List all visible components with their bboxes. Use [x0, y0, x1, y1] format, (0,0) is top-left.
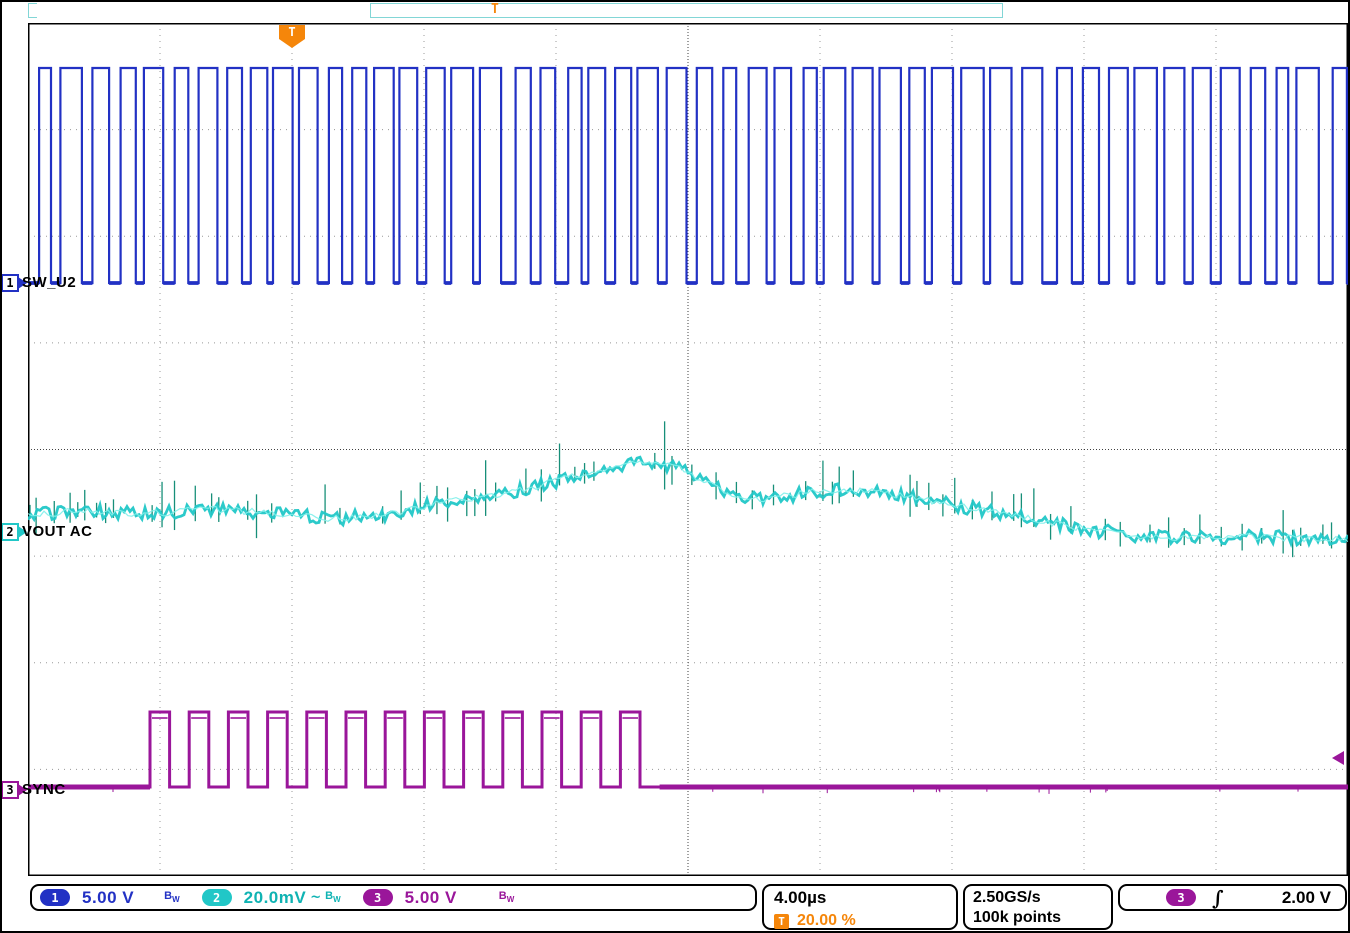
channel-1-label: SW_U2: [22, 274, 76, 291]
channel-2-scale: 20.0mV: [244, 888, 307, 908]
record-view-left-bracket: [28, 3, 37, 18]
channel-2-ac-coupling-icon: ~: [310, 890, 321, 905]
channel-3-marker[interactable]: 3: [1, 781, 19, 799]
trigger-level-arrow[interactable]: [1332, 751, 1344, 765]
channel-2-marker[interactable]: 2: [1, 523, 19, 541]
record-view-bar: T: [370, 3, 1003, 18]
channel-3-scale: 5.00 V: [405, 888, 457, 908]
trigger-position-value: 20.00 %: [797, 912, 856, 930]
channel-1-bandwidth-icon: BW: [164, 890, 180, 904]
channel-3-badge: 3: [363, 889, 393, 906]
oscilloscope-screen: T T 1 SW_U2 2 VOUT AC 3 SYNC 1 5.00 V BW…: [0, 0, 1350, 933]
waveform-display: [28, 23, 1348, 876]
ch1-waveform: [28, 68, 1348, 283]
channel-2-marker-number: 2: [6, 525, 13, 539]
record-trigger-marker: T: [491, 2, 499, 17]
trigger-flag-label: T: [279, 25, 305, 39]
channel-2-bandwidth-icon: BW: [325, 890, 341, 904]
channel-2-label: VOUT AC: [22, 523, 92, 540]
channel-1-badge: 1: [40, 889, 70, 906]
trigger-source-badge: 3: [1166, 889, 1196, 906]
trigger-icon: T: [774, 914, 789, 929]
channel-3-marker-number: 3: [6, 783, 13, 797]
channel-2-badge: 2: [202, 889, 232, 906]
trigger-slope-icon: ∫: [1212, 888, 1224, 908]
channel-1-marker-number: 1: [6, 276, 13, 290]
graticule: [28, 23, 1348, 876]
channel-scale-readouts: 1 5.00 V BW 2 20.0mV ~ BW 3 5.00 V BW: [30, 884, 757, 911]
trigger-readout: 3 ∫ 2.00 V: [1118, 884, 1347, 911]
record-length-value: 100k points: [973, 908, 1111, 928]
trigger-position-marker[interactable]: T: [279, 25, 305, 48]
trigger-flag-pointer-icon: [279, 39, 305, 48]
channel-1-scale: 5.00 V: [82, 888, 134, 908]
acquisition-readout: 2.50GS/s 100k points: [963, 884, 1113, 930]
sample-rate-value: 2.50GS/s: [973, 888, 1111, 908]
timebase-value: 4.00µs: [774, 888, 956, 908]
channel-1-marker[interactable]: 1: [1, 274, 19, 292]
graticule-grid: [28, 23, 1348, 876]
trigger-level-value: 2.00 V: [1282, 888, 1345, 908]
timebase-readout: 4.00µs T 20.00 %: [762, 884, 958, 930]
channel-3-bandwidth-icon: BW: [499, 890, 515, 904]
channel-3-label: SYNC: [22, 781, 66, 798]
